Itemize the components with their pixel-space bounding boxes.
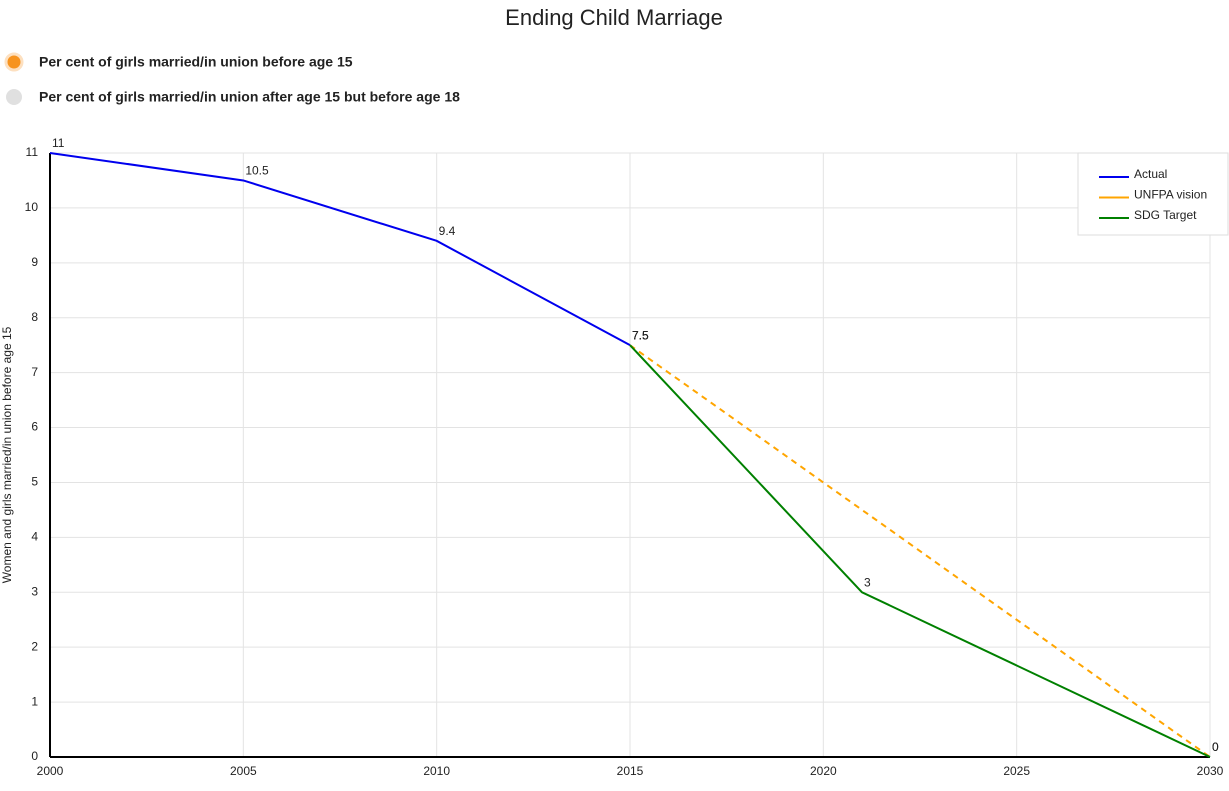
- option-label[interactable]: Per cent of girls married/in union befor…: [39, 54, 353, 70]
- y-tick-label: 3: [31, 584, 38, 598]
- data-label: 3: [864, 575, 871, 589]
- x-tick-label: 2005: [230, 764, 257, 778]
- data-line: [629, 344, 1211, 758]
- y-tick-label: 2: [31, 639, 38, 653]
- data-label: 7.5: [632, 328, 649, 342]
- x-tick-label: 2000: [37, 764, 64, 778]
- y-tick-label: 11: [26, 145, 39, 159]
- option-label[interactable]: Per cent of girls married/in union after…: [39, 89, 460, 105]
- legend-label: SDG Target: [1134, 208, 1197, 222]
- y-tick-label: 9: [31, 255, 38, 269]
- x-tick-label: 2020: [810, 764, 837, 778]
- data-label: 11: [52, 136, 65, 150]
- y-tick-label: 6: [31, 420, 38, 434]
- y-tick-label: 0: [31, 749, 38, 763]
- data-label: 7.5: [632, 328, 649, 342]
- data-label: 0: [1212, 740, 1219, 754]
- data-line: [49, 152, 631, 347]
- data-line: [629, 344, 1211, 758]
- y-axis-label: Women and girls married/in union before …: [0, 326, 14, 583]
- y-tick-label: 10: [25, 200, 39, 214]
- y-tick-label: 4: [31, 530, 38, 544]
- x-tick-label: 2025: [1003, 764, 1030, 778]
- y-tick-label: 1: [31, 694, 38, 708]
- chart-title: Ending Child Marriage: [505, 5, 723, 30]
- legend-label: Actual: [1134, 167, 1167, 181]
- data-label: 0: [1212, 740, 1219, 754]
- x-tick-label: 2010: [423, 764, 450, 778]
- legend-label: UNFPA vision: [1134, 188, 1207, 202]
- data-label: 9.4: [439, 224, 456, 238]
- x-tick-label: 2015: [617, 764, 644, 778]
- option-radio[interactable]: [4, 52, 24, 72]
- option-radio[interactable]: [6, 89, 22, 105]
- y-tick-label: 7: [31, 365, 38, 379]
- x-tick-label: 2030: [1197, 764, 1224, 778]
- data-label: 7.5: [632, 328, 649, 342]
- y-tick-label: 5: [31, 475, 38, 489]
- y-tick-label: 8: [31, 310, 38, 324]
- legend-box: [1077, 152, 1229, 236]
- data-label: 10.5: [245, 164, 269, 178]
